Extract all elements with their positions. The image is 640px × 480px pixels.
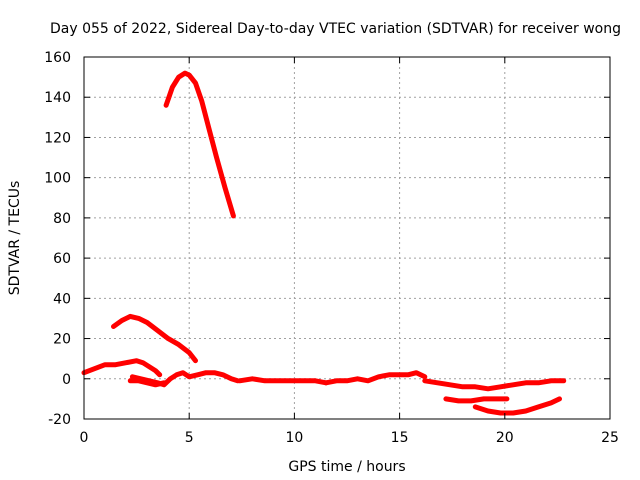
plot-frame: [83, 56, 611, 420]
series-line-arc-6: [237, 376, 329, 386]
series-line-arc-7: [323, 370, 428, 386]
y-tick-label: 40: [53, 291, 71, 307]
x-axis-label: GPS time / hours: [288, 459, 405, 475]
x-tick-label: 5: [185, 430, 194, 446]
y-tick-label: 140: [44, 90, 71, 106]
series-line-arc-5: [127, 378, 167, 388]
series-layer: [81, 70, 567, 416]
x-tick-label: 10: [285, 430, 303, 446]
y-tick-label: 80: [53, 211, 71, 227]
y-tick-label: -20: [48, 412, 71, 428]
series-line-arc-9: [443, 396, 510, 404]
series-line-arc-2: [111, 313, 198, 364]
y-tick-label: 20: [53, 332, 71, 348]
series-line-arc-10: [472, 396, 562, 416]
series-line-arc-1: [163, 70, 236, 219]
y-tick-label: 0: [62, 372, 71, 388]
y-tick-label: 120: [44, 130, 71, 146]
axis-layer: 0 5 10 15 20 25 -20 0 20 40 60 80 100 120 140 160: [44, 50, 619, 446]
y-axis-label: SDTVAR / TECUs: [7, 181, 23, 296]
x-tick-label: 0: [80, 430, 89, 446]
x-tick-label: 20: [496, 430, 514, 446]
chart-title: Day 055 of 2022, Sidereal Day-to-day VTE…: [50, 21, 621, 37]
series-line-arc-8: [422, 378, 567, 392]
x-tick-label: 15: [391, 430, 409, 446]
x-tick-label: 25: [601, 430, 619, 446]
y-tick-label: 160: [44, 50, 71, 66]
series-line-arc-3: [81, 358, 163, 378]
y-tick-label: 100: [44, 171, 71, 187]
grid-layer: [84, 57, 610, 419]
y-tick-label: 60: [53, 251, 71, 267]
